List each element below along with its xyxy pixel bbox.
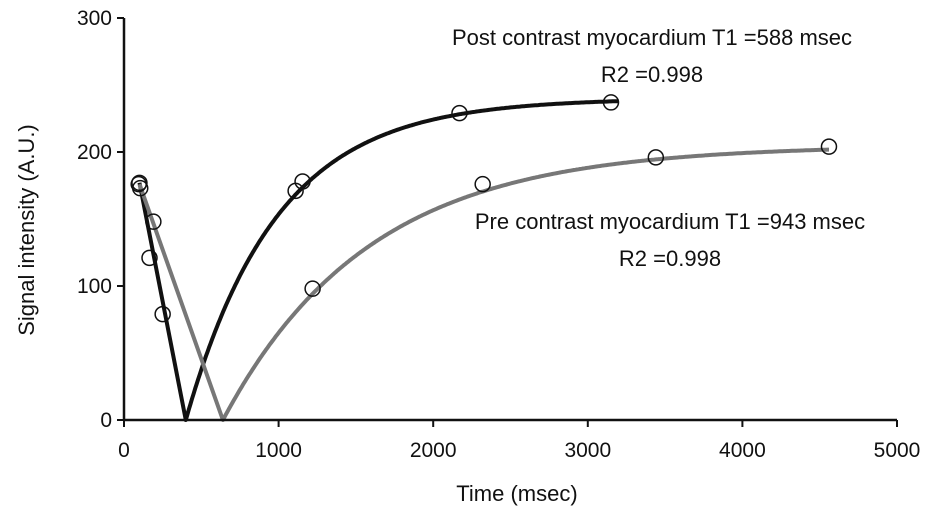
pre-contrast-point bbox=[474, 175, 491, 193]
post-contrast-point bbox=[141, 249, 158, 267]
pre-contrast-fit-curve bbox=[137, 147, 830, 422]
axes bbox=[117, 17, 898, 427]
pre-contrast-point bbox=[304, 280, 321, 297]
x-tick-label: 1000 bbox=[255, 439, 302, 462]
x-tick-label: 5000 bbox=[874, 439, 921, 462]
y-tick-label: 100 bbox=[77, 275, 112, 298]
post-contrast-fit-curve bbox=[137, 99, 620, 422]
pre-contrast-point bbox=[130, 175, 147, 193]
pre-contrast-point bbox=[820, 138, 838, 155]
data-markers bbox=[130, 94, 838, 323]
y-tick-label: 200 bbox=[77, 141, 112, 164]
x-tick-label: 4000 bbox=[719, 439, 766, 462]
post-contrast-annotation: Post contrast myocardium T1 =588 msec bbox=[452, 25, 852, 50]
x-tick-label: 0 bbox=[118, 439, 130, 462]
y-axis-title: Signal intensity (A.U.) bbox=[14, 124, 39, 336]
y-tick-label: 0 bbox=[100, 409, 112, 432]
x-tick-label: 3000 bbox=[564, 439, 611, 462]
post-contrast-point bbox=[602, 94, 620, 111]
x-tick-label: 2000 bbox=[410, 439, 457, 462]
fit-curves bbox=[137, 99, 830, 422]
post-contrast-point bbox=[451, 104, 468, 122]
pre-contrast-point bbox=[647, 149, 665, 166]
pre-contrast-annotation: Pre contrast myocardium T1 =943 msec bbox=[475, 209, 865, 234]
y-tick-label: 300 bbox=[77, 7, 112, 30]
pre-contrast-point bbox=[145, 213, 162, 230]
x-axis-title: Time (msec) bbox=[456, 481, 577, 506]
post-contrast-point bbox=[294, 173, 311, 190]
post-contrast-point bbox=[154, 305, 171, 323]
post-contrast-r2-annotation: R2 =0.998 bbox=[601, 62, 703, 87]
pre-contrast-r2-annotation: R2 =0.998 bbox=[619, 246, 721, 271]
plot-area bbox=[130, 94, 838, 422]
